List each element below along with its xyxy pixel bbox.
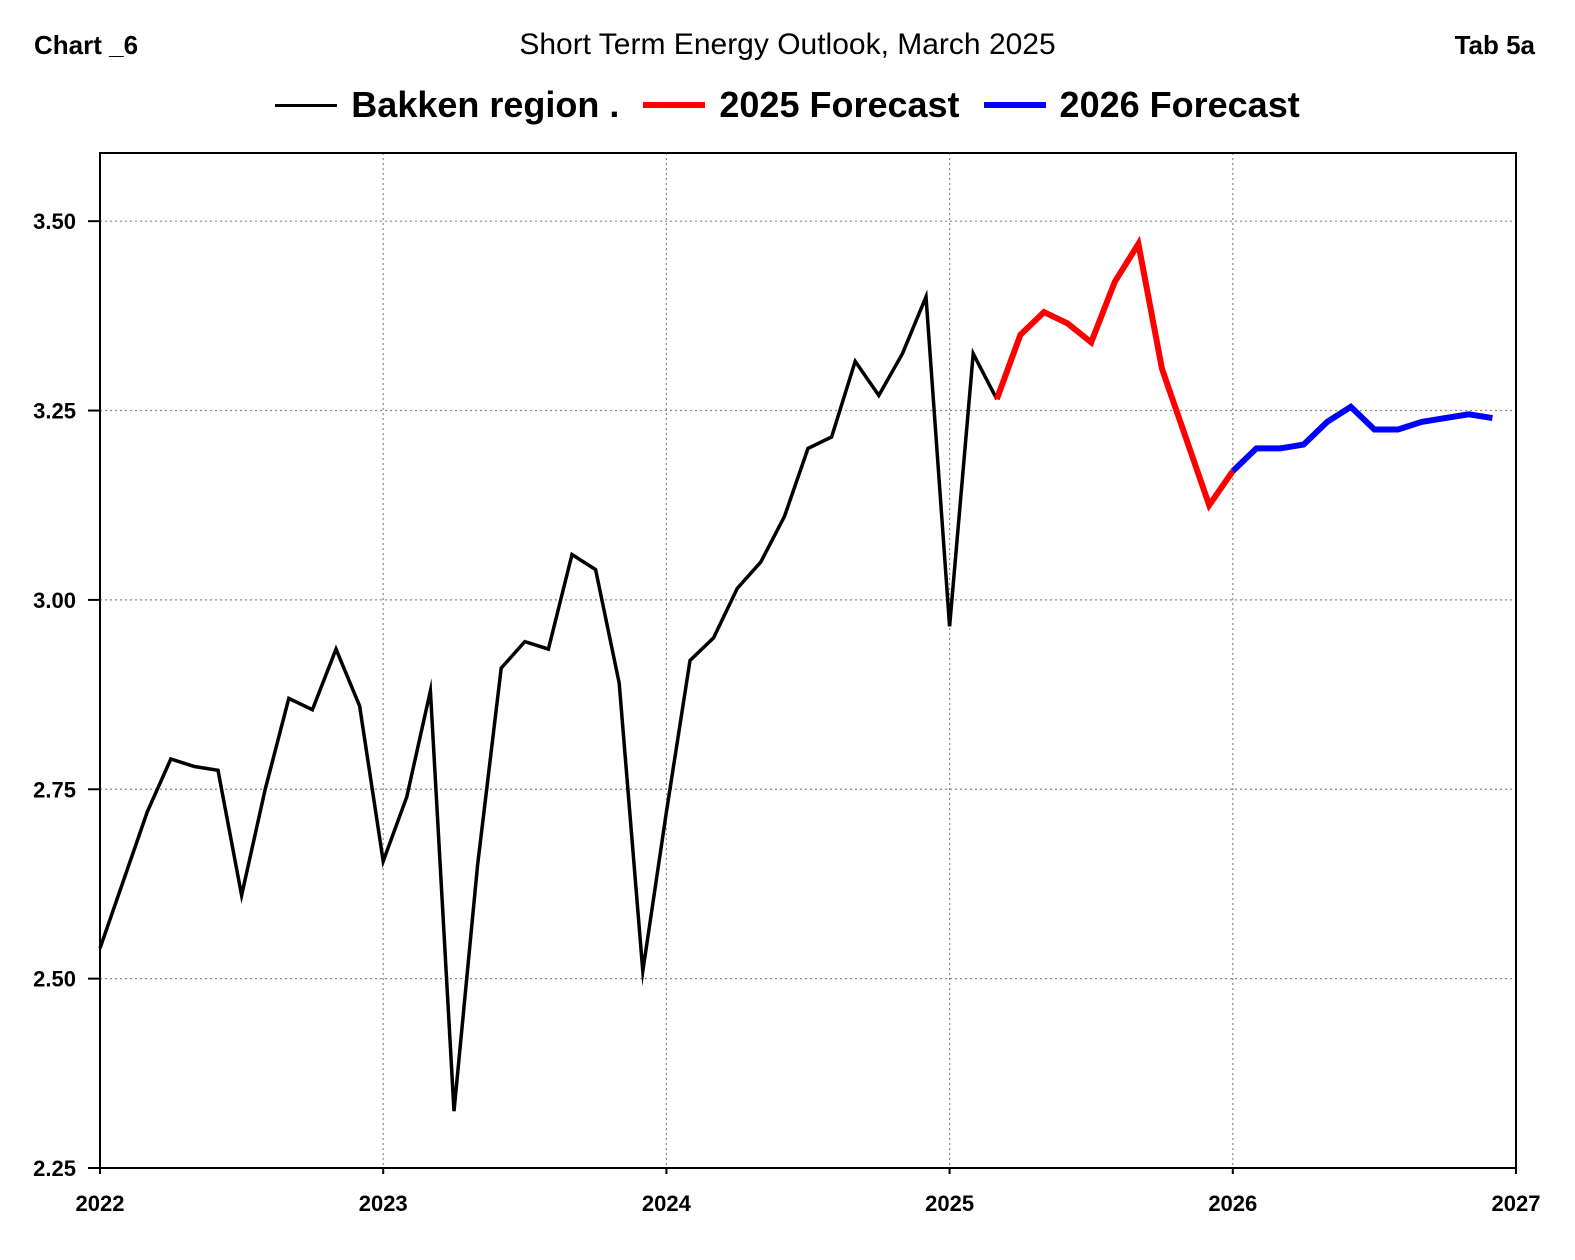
y-tick-label: 2.50	[33, 967, 76, 992]
legend-swatch-2025-forecast	[643, 102, 706, 108]
x-tick-label: 2022	[76, 1191, 125, 1216]
y-tick-label: 2.75	[33, 777, 76, 802]
y-tick-label: 3.50	[33, 209, 76, 234]
legend-item-history: Bakken region .	[275, 84, 619, 126]
y-tick-label: 3.25	[33, 399, 76, 424]
legend-swatch-2026-forecast	[983, 102, 1046, 108]
x-tick-label: 2027	[1492, 1191, 1541, 1216]
tab-label: Tab 5a	[1454, 30, 1535, 60]
chart-title: Short Term Energy Outlook, March 2025	[519, 28, 1056, 61]
y-tick-label: 3.00	[33, 588, 76, 613]
series-line-bakken-region	[98, 289, 999, 1112]
legend-item-2025-forecast: 2025 Forecast	[643, 84, 960, 126]
chart-header: Chart _6 Short Term Energy Outlook, Marc…	[0, 0, 1575, 80]
legend-swatch-history	[275, 103, 338, 107]
x-tick-label: 2026	[1208, 1191, 1257, 1216]
x-tick-label: 2024	[642, 1191, 692, 1216]
series-line-2025-forecast	[993, 235, 1236, 512]
x-tick-label: 2025	[925, 1191, 974, 1216]
plot-frame	[99, 152, 1517, 1169]
legend-label-2025-forecast: 2025 Forecast	[719, 84, 960, 125]
chart-legend: Bakken region . 2025 Forecast 2026 Forec…	[0, 80, 1575, 130]
legend-label-2026-forecast: 2026 Forecast	[1059, 84, 1300, 125]
chart-label: Chart _6	[34, 30, 139, 60]
legend-item-2026-forecast: 2026 Forecast	[983, 84, 1300, 126]
y-tick-label: 2.25	[33, 1156, 76, 1181]
legend-label-history: Bakken region .	[351, 84, 620, 125]
x-tick-label: 2023	[359, 1191, 408, 1216]
series-line-2026-forecast	[1230, 402, 1493, 474]
